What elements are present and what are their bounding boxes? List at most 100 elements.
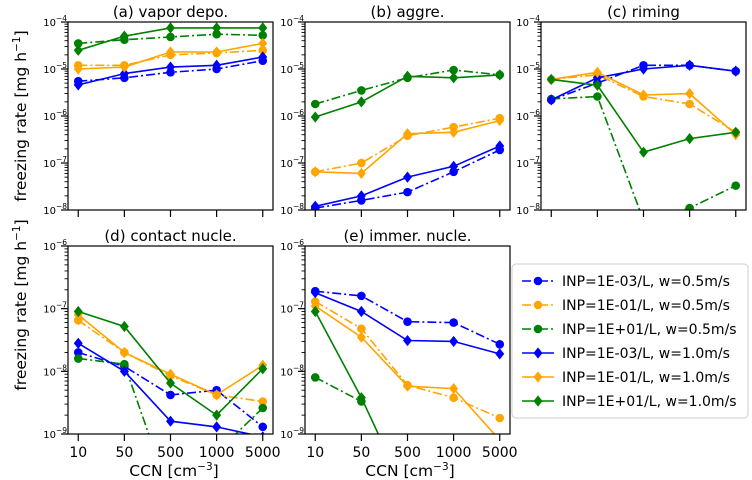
legend-label: INP=1E-03/L, w=1.0m/s <box>562 346 730 362</box>
x-axis-label-d: CCN [cm−3] <box>129 461 218 480</box>
data-point <box>119 67 129 80</box>
data-point <box>403 380 412 392</box>
data-point <box>357 158 366 168</box>
data-point <box>73 316 83 325</box>
data-point <box>258 363 268 375</box>
x-tick-label: 1000 <box>436 445 472 461</box>
data-point <box>449 393 458 402</box>
data-point <box>166 415 175 427</box>
series-line <box>78 357 264 434</box>
data-point <box>260 431 265 434</box>
data-point <box>403 334 412 347</box>
x-tick-label: 10 <box>306 445 324 461</box>
y-tick-label: 10−7 <box>280 155 304 170</box>
y-tick-label: 10−6 <box>43 238 67 253</box>
data-point <box>449 65 458 75</box>
data-point <box>357 86 366 95</box>
data-point <box>592 66 602 78</box>
data-point <box>403 317 412 326</box>
data-point <box>258 31 268 40</box>
data-point <box>357 291 366 301</box>
data-point <box>258 22 268 34</box>
y-tick-label: 10−8 <box>516 202 540 217</box>
data-point <box>449 335 459 348</box>
series-line <box>315 69 500 105</box>
data-point <box>73 79 83 91</box>
y-tick-label: 10−7 <box>516 155 540 170</box>
panel-5: 10−9 10−8 10−7 10−6 10 50 500 1000 5000 (e) immer… <box>280 227 517 461</box>
axes-frame <box>67 245 274 435</box>
legend-label: INP=1E+01/L, w=0.5m/s <box>562 322 737 338</box>
x-tick-label: 10 <box>69 445 87 461</box>
data-point <box>212 421 222 433</box>
data-point <box>639 216 648 225</box>
y-tick-label: 10−7 <box>43 155 67 170</box>
data-point <box>685 59 695 71</box>
data-point <box>356 331 366 343</box>
data-point <box>258 397 268 406</box>
y-tick-label: 10−6 <box>43 108 67 123</box>
data-point <box>356 96 366 108</box>
y-tick-label: 10−5 <box>43 61 67 76</box>
data-point <box>546 94 556 106</box>
data-point <box>166 32 175 42</box>
y-axis-label: freezing rate [mg h−1] <box>11 219 30 390</box>
data-point <box>73 305 83 318</box>
y-tick-label: 10−8 <box>43 202 67 217</box>
series-line <box>551 95 737 210</box>
axes-frame <box>540 21 747 211</box>
legend-entry: INP=1E+01/L, w=1.0m/s <box>522 394 737 410</box>
legend-label: INP=1E-03/L, w=0.5m/s <box>562 274 730 290</box>
x-axis-label-e: CCN [cm−3] <box>365 461 454 480</box>
data-point <box>119 346 129 359</box>
data-point <box>258 45 268 55</box>
data-point <box>495 340 505 349</box>
legend-marker <box>533 371 543 383</box>
data-point <box>731 181 741 190</box>
axes-frame <box>304 245 511 435</box>
data-point <box>119 61 129 73</box>
data-point <box>212 409 222 421</box>
data-point <box>73 337 83 349</box>
data-point <box>592 79 602 91</box>
data-point <box>356 167 366 180</box>
legend-entry: INP=1E-01/L, w=0.5m/s <box>522 298 730 314</box>
series-line <box>551 71 737 136</box>
x-tick-label: 1000 <box>199 445 235 461</box>
data-point <box>119 30 129 42</box>
data-point <box>495 140 505 152</box>
data-point <box>685 99 694 109</box>
data-point <box>212 22 222 34</box>
data-point <box>685 133 695 145</box>
y-tick-label: 10−4 <box>516 14 540 29</box>
y-tick-label: 10−8 <box>43 363 67 378</box>
x-tick-label: 500 <box>157 445 184 461</box>
legend-entry: INP=1E-01/L, w=1.0m/s <box>522 370 730 386</box>
legend-marker <box>533 324 543 334</box>
panel-title: (d) contact nucle. <box>104 227 236 245</box>
data-point <box>403 128 412 140</box>
legend-box <box>511 263 749 419</box>
legend-entry: INP=1E-03/L, w=0.5m/s <box>522 274 730 290</box>
data-point <box>495 114 505 127</box>
data-point <box>73 44 83 56</box>
panel-3: 10−8 10−7 10−6 10−5 10−4 (c) riming <box>516 3 747 225</box>
data-point <box>258 422 268 432</box>
data-point <box>166 22 175 34</box>
data-point <box>403 171 412 183</box>
data-point <box>546 73 556 86</box>
legend-entry: INP=1E-03/L, w=1.0m/s <box>522 346 730 362</box>
data-point <box>258 37 268 50</box>
y-tick-label: 10−6 <box>280 108 304 123</box>
data-point <box>639 89 648 101</box>
y-axis-label-top: freezing rate [mg h−1] <box>11 30 30 201</box>
panel-title: (a) vapor depo. <box>113 3 228 21</box>
series-line <box>315 117 500 173</box>
data-point <box>212 46 222 58</box>
data-point <box>356 190 366 202</box>
panel-title: (e) immer. nucle. <box>343 227 471 245</box>
y-tick-label: 10−9 <box>43 426 67 441</box>
x-tick-label: 50 <box>115 445 133 461</box>
data-point <box>166 377 175 389</box>
